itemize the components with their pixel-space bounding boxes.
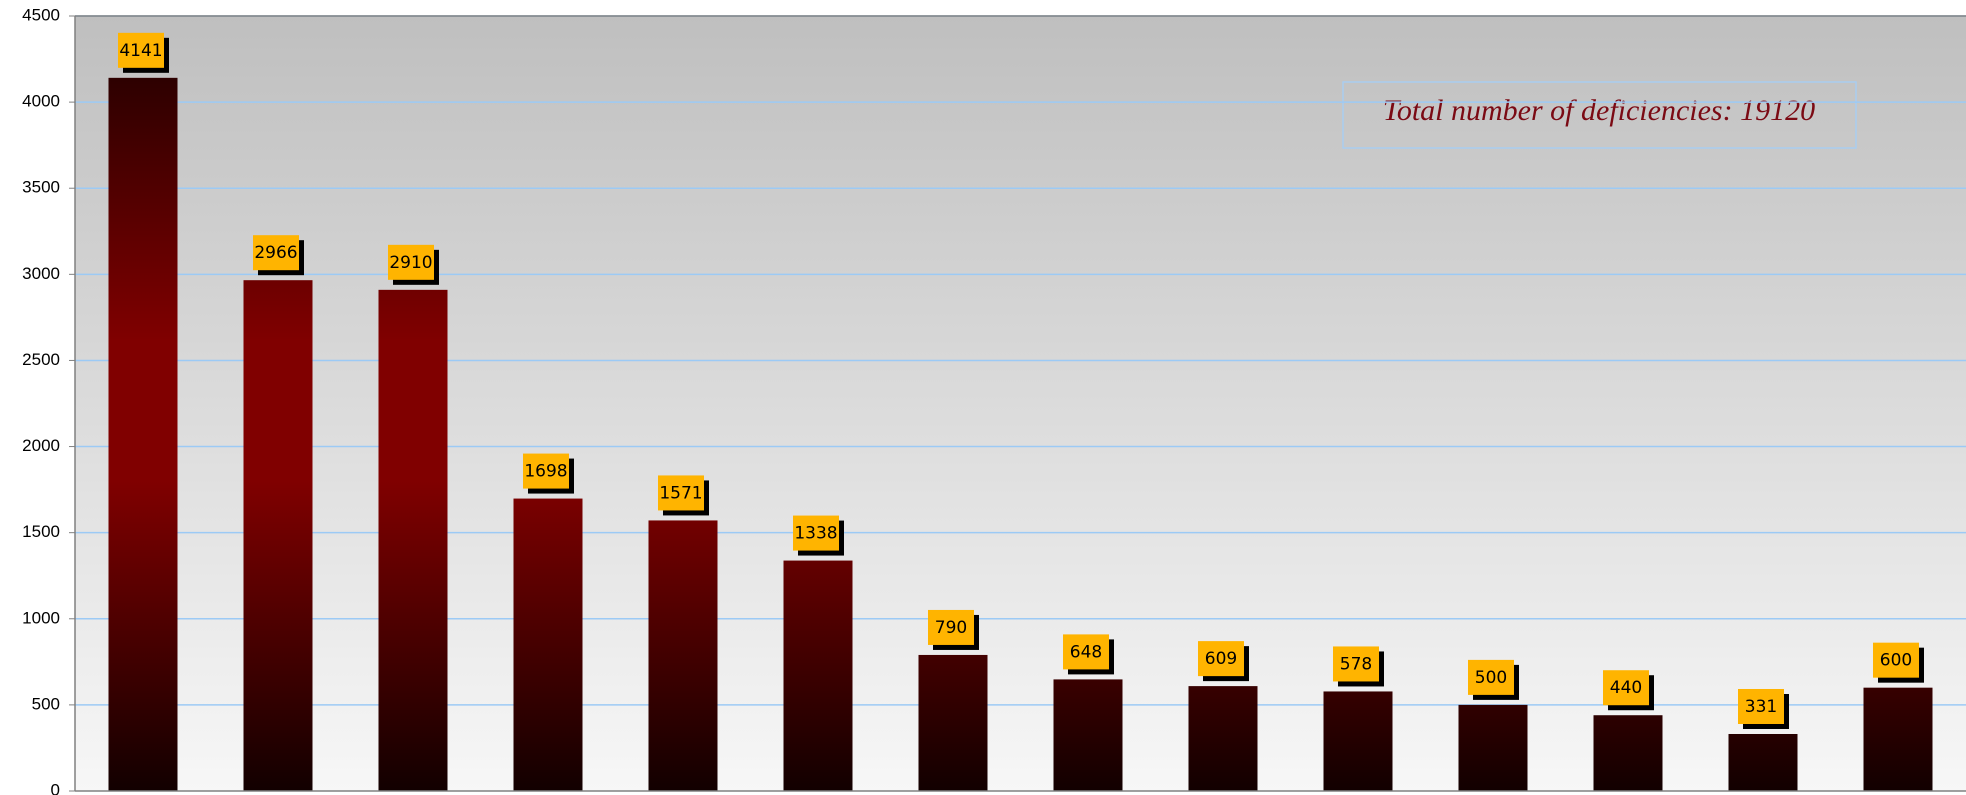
y-tick-label: 0: [51, 780, 60, 795]
value-label-box: [1468, 659, 1514, 695]
bar: [513, 498, 583, 791]
value-label: 331: [1745, 697, 1777, 717]
bar: [783, 560, 853, 791]
bar: [1863, 687, 1933, 791]
value-label: 648: [1070, 642, 1102, 662]
value-label: 790: [935, 618, 967, 638]
value-label-box: [1333, 646, 1379, 682]
annotation: Total number of deficiencies: 19120: [1383, 94, 1815, 127]
value-label-box: [658, 475, 704, 511]
value-label: 2910: [389, 253, 432, 273]
value-label: 4141: [119, 41, 162, 61]
y-tick-label: 1000: [22, 608, 60, 627]
y-tick-label: 4000: [22, 92, 60, 111]
value-label-box: [118, 32, 164, 68]
bar: [243, 280, 313, 791]
bar: [918, 654, 988, 791]
value-label: 1571: [659, 483, 702, 503]
y-tick-label: 3000: [22, 264, 60, 283]
value-label-box: [523, 453, 569, 489]
bar: [1593, 715, 1663, 791]
value-label: 578: [1340, 654, 1372, 674]
bar: [1053, 679, 1123, 791]
annotation-box: [1342, 81, 1857, 149]
bar: [378, 289, 448, 791]
bar: [1728, 733, 1798, 791]
value-label: 2966: [254, 243, 297, 263]
value-label-box: [388, 244, 434, 280]
value-label-box: [1873, 642, 1919, 678]
y-tick-label: 4500: [22, 5, 60, 24]
bar: [1323, 691, 1393, 791]
y-tick-label: 3500: [22, 178, 60, 197]
y-tick-label: 2500: [22, 350, 60, 369]
bar: [1188, 686, 1258, 791]
y-tick-label: 1500: [22, 522, 60, 541]
y-tick-label: 2000: [22, 436, 60, 455]
value-label-box: [1063, 634, 1109, 670]
value-label: 600: [1880, 651, 1912, 671]
bar: [1458, 704, 1528, 791]
value-label: 1338: [794, 524, 837, 544]
value-label: 609: [1205, 649, 1237, 669]
value-label: 440: [1610, 678, 1642, 698]
value-label-box: [1198, 641, 1244, 677]
value-label: 500: [1475, 668, 1507, 688]
value-label-box: [1738, 688, 1784, 724]
value-label-box: [928, 609, 974, 645]
value-label-box: [253, 235, 299, 271]
y-tick-label: 500: [32, 694, 60, 713]
bar: [108, 77, 178, 792]
plot-background: [75, 16, 1966, 791]
bar: [648, 520, 718, 791]
value-label: 1698: [524, 462, 567, 482]
value-label-box: [793, 515, 839, 551]
value-label-box: [1603, 670, 1649, 706]
